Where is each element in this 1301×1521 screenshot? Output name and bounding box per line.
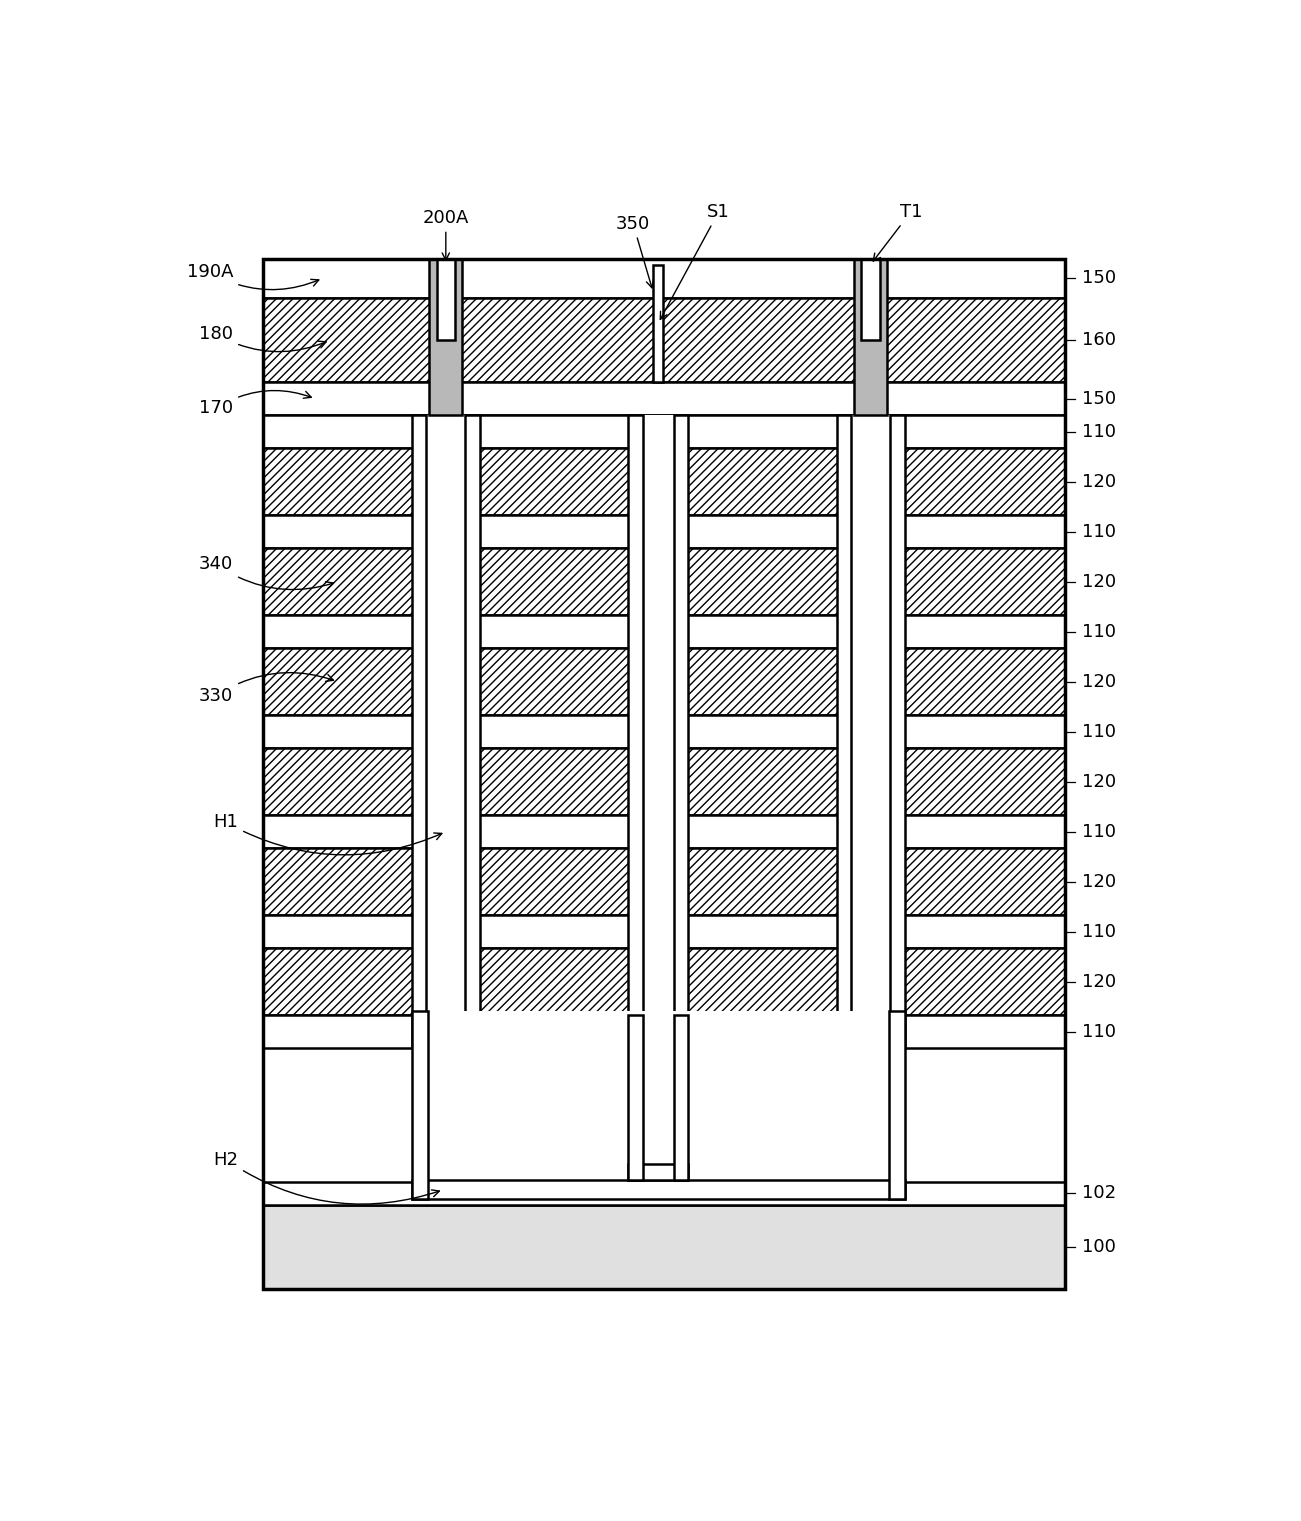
Bar [263,748,1066,815]
Bar [653,265,664,382]
Bar [851,415,890,1048]
Text: T1: T1 [873,202,922,262]
Bar [263,382,1066,415]
Text: H2: H2 [213,1150,440,1205]
Bar [628,1015,643,1180]
Text: 110: 110 [1082,523,1116,541]
Bar [263,815,1066,849]
Bar [427,415,466,1048]
Text: 340: 340 [199,555,333,590]
Bar [263,916,1066,948]
Bar [263,259,1066,1290]
Text: 110: 110 [1082,923,1116,940]
Text: 330: 330 [199,672,333,704]
Text: S1: S1 [661,202,730,319]
Bar [889,1011,904,1199]
Text: 110: 110 [1082,1022,1116,1040]
Bar [263,715,1066,748]
Text: H1: H1 [213,814,442,855]
Bar [837,415,851,1048]
Bar [263,648,1066,715]
Bar [411,1180,904,1199]
Bar [890,415,904,1048]
Bar [263,548,1066,614]
Bar [429,259,462,415]
Text: 110: 110 [1082,423,1116,441]
Text: 200A: 200A [423,208,468,260]
Bar [263,449,1066,516]
Bar [674,1015,688,1180]
Bar [628,1164,688,1180]
Bar [674,415,688,1048]
Bar [643,415,674,1048]
Bar [466,415,480,1048]
Text: 120: 120 [1082,972,1116,990]
Text: 100: 100 [1082,1238,1116,1256]
Bar [643,1015,674,1164]
Bar [263,849,1066,916]
Text: 150: 150 [1082,389,1116,408]
Bar [411,1011,428,1199]
Text: 120: 120 [1082,773,1116,791]
Bar [428,1011,889,1180]
Bar [263,1205,1066,1290]
Text: 110: 110 [1082,823,1116,841]
Bar [263,1015,1066,1048]
Bar [628,415,643,1048]
Bar [853,259,887,415]
Text: 160: 160 [1082,332,1116,348]
Text: 120: 120 [1082,672,1116,691]
Bar [263,614,1066,648]
Text: 150: 150 [1082,269,1116,287]
Text: 110: 110 [1082,722,1116,741]
Bar [263,948,1066,1015]
Bar [263,298,1066,382]
Text: 190A: 190A [187,263,319,289]
Bar [861,259,879,341]
Text: 120: 120 [1082,873,1116,891]
Text: 102: 102 [1082,1185,1116,1203]
Bar [411,415,427,1048]
Text: 180: 180 [199,325,327,351]
Text: 120: 120 [1082,573,1116,590]
Text: 170: 170 [199,391,311,417]
Bar [437,259,455,341]
Bar [263,415,1066,449]
Bar [263,516,1066,548]
Text: 110: 110 [1082,622,1116,640]
Bar [263,1182,1066,1205]
Text: 120: 120 [1082,473,1116,491]
Text: 350: 350 [615,214,653,287]
Bar [263,259,1066,298]
